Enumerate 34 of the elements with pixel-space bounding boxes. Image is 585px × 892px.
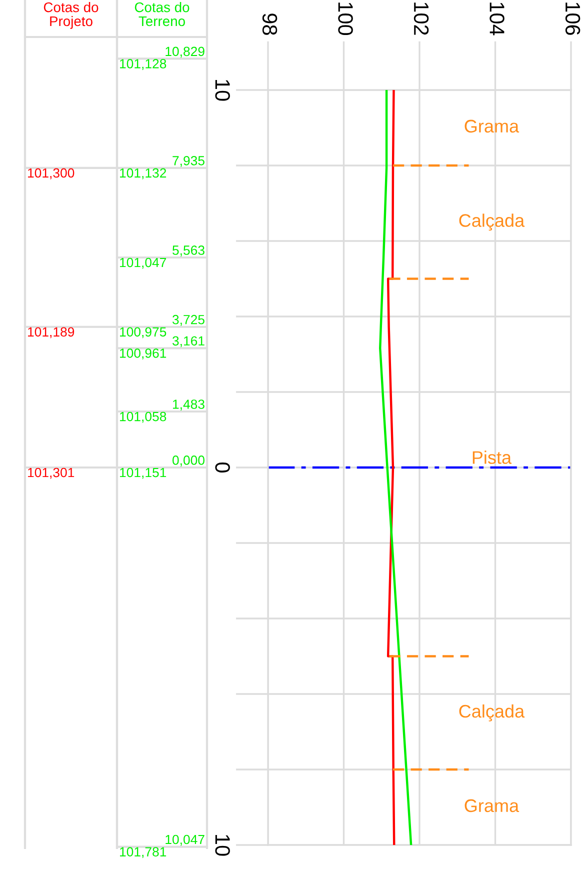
text: 7,935 bbox=[172, 156, 204, 167]
x-tick-label: 98 bbox=[262, 14, 278, 35]
annotation: Calçada bbox=[459, 214, 525, 231]
text: 101,058 bbox=[120, 412, 166, 423]
annotation: Calçada bbox=[459, 704, 525, 722]
annotation: Grama bbox=[464, 799, 520, 812]
text: 101,189 bbox=[28, 327, 74, 338]
y-tick-label: 10 bbox=[215, 835, 230, 856]
x-tick-label: 106 bbox=[565, 2, 580, 35]
text: 1,483 bbox=[172, 400, 204, 410]
annotation: Pista bbox=[472, 450, 512, 464]
text: Cotas do Projeto bbox=[44, 2, 98, 29]
text: 101,781 bbox=[120, 847, 166, 858]
text: 0,000 bbox=[172, 456, 204, 466]
text: 10,829 bbox=[166, 46, 204, 58]
text: 5,563 bbox=[172, 246, 204, 256]
x-tick-label: 102 bbox=[414, 2, 429, 35]
text: 101,128 bbox=[120, 59, 166, 70]
text: 100,961 bbox=[120, 348, 166, 360]
text: 101,151 bbox=[120, 468, 166, 479]
annotation: Grama bbox=[464, 120, 520, 133]
text: 101,301 bbox=[28, 468, 74, 479]
text: 100,975 bbox=[120, 327, 166, 338]
text: 101,047 bbox=[120, 258, 166, 269]
text: 10,047 bbox=[166, 834, 204, 846]
text: 3,161 bbox=[172, 336, 204, 348]
text: Cotas do Terreno bbox=[134, 2, 190, 26]
x-tick-label: 104 bbox=[490, 2, 504, 36]
x-tick-label: 100 bbox=[338, 2, 353, 36]
text: 101,132 bbox=[120, 168, 166, 180]
text: 3,725 bbox=[172, 314, 204, 326]
y-tick-label: 10 bbox=[215, 80, 230, 101]
text: 101,300 bbox=[28, 168, 74, 180]
y-tick-label: 0 bbox=[215, 462, 230, 472]
